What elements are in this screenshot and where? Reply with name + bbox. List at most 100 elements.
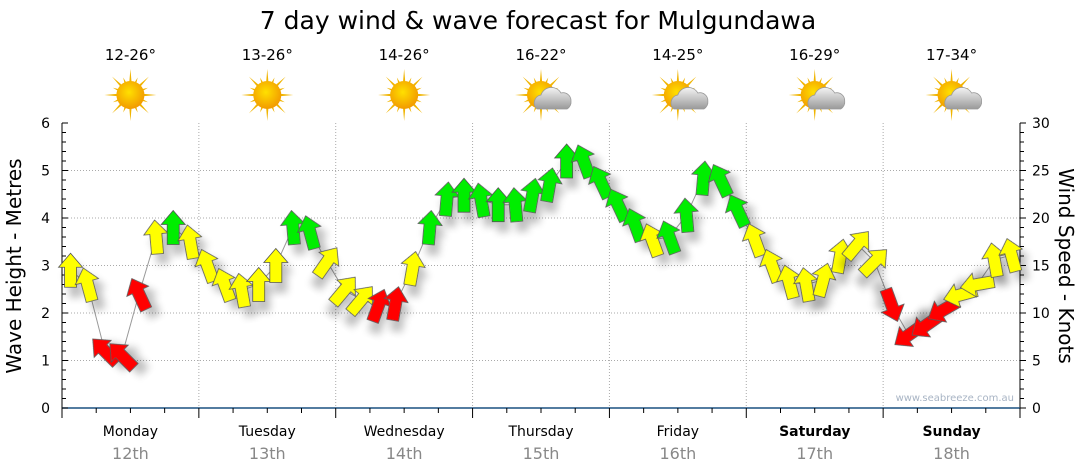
wind-arrow [194,248,220,285]
wind-arrow [724,194,751,229]
x-date-label: 14th [386,444,423,463]
x-date-label: 16th [659,444,696,463]
day-temperature: 12-26° [105,46,156,64]
sun-ray [265,105,269,121]
day-temperature: 16-29° [789,46,840,64]
wind-arrow [857,249,888,279]
wind-arrow [262,247,289,283]
cloud [807,87,846,110]
wind-arrow [74,267,100,303]
x-day-label: Tuesday [238,424,296,440]
wind-arrow [841,231,870,263]
wind-arrow [537,167,563,203]
chart-title: 7 day wind & wave forecast for Mulgundaw… [260,6,816,35]
wind-arrow [959,272,996,298]
y-left-tick-label: 3 [41,259,50,275]
wind-arrow [998,238,1024,274]
y-right-tick-label: 0 [1032,401,1041,417]
sun-ray [141,93,157,97]
cloud [533,87,572,110]
wind-arrow [228,272,254,309]
x-day-label: Wednesday [364,424,445,440]
wind-arrow [588,165,615,201]
y-right-tick-label: 10 [1032,306,1050,322]
wind-arrow [311,247,340,280]
sun-icon [241,69,294,121]
watermark: www.seabreeze.com.au [896,393,1014,404]
sun-ray [676,105,680,121]
wind-arrow [981,242,1007,279]
wind-arrow [400,251,426,287]
wind-arrow [879,286,905,322]
day-temperature: 14-25° [652,46,703,64]
partly-cloudy-icon [651,69,709,121]
wind-arrow [673,197,700,234]
wind-arrow [177,224,203,260]
x-day-label: Friday [657,424,699,440]
sun-ray [651,93,667,97]
sun-ray [925,93,941,97]
x-day-label: Monday [103,424,158,440]
sun-disc [253,81,282,109]
y-right-tick-label: 5 [1032,354,1041,370]
y-left-tick-label: 4 [41,211,50,227]
wind-arrow [92,338,122,368]
y-right-axis-label: Wind Speed - Knots [1054,168,1078,364]
x-date-label: 13th [249,444,286,463]
wind-arrow [109,343,139,373]
sun-ray [278,93,294,97]
wind-arrow [328,276,356,308]
sun-disc [116,81,145,109]
wind-arrow [296,215,322,251]
y-right-tick-label: 20 [1032,211,1050,227]
y-left-tick-label: 2 [41,306,50,322]
partly-cloudy-icon [788,69,846,121]
sun-ray [676,69,680,85]
day-temperature: 16-22° [515,46,566,64]
y-left-tick-label: 0 [41,401,50,417]
sun-ray [813,69,817,85]
y-right-tick-label: 25 [1032,164,1050,180]
y-left-axis-label: Wave Height - Metres [2,158,26,373]
wind-arrow [143,219,169,255]
sun-ray [539,105,543,121]
sun-ray [950,69,953,85]
wind-arrow [707,164,734,199]
y-left-tick-label: 6 [41,116,50,132]
sun-ray [104,93,120,97]
sun-ray [241,93,257,97]
day-temperature: 17-34° [926,46,977,64]
x-day-label: Saturday [779,424,850,440]
wind-arrow [417,209,443,246]
x-day-label: Sunday [922,424,980,440]
y-right-tick-label: 15 [1032,259,1050,275]
sun-ray [378,93,394,97]
sun-ray [402,105,406,121]
cloud [670,87,709,110]
wind-arrow [383,286,409,322]
x-date-label: 18th [933,444,970,463]
sun-ray [539,69,543,85]
wind-arrow [126,278,153,313]
sun-ray [515,93,531,97]
x-date-label: 15th [523,444,560,463]
y-right-tick-label: 30 [1032,116,1050,132]
wind-arrow [570,144,596,180]
wind-arrow [160,209,187,245]
wind-arrow [811,262,837,299]
wind-arrow [656,220,682,256]
wind-arrow [793,267,819,303]
wind-arrow [434,181,460,217]
sun-ray [950,105,953,121]
sun-ray [415,93,431,97]
sun-ray [813,105,817,121]
sun-ray [265,69,269,85]
x-date-label: 17th [796,444,833,463]
y-left-tick-label: 1 [41,354,50,370]
sun-ray [129,69,132,85]
sun-icon [104,69,157,121]
sun-ray [788,93,804,97]
wind-arrow [741,223,767,259]
wind-arrow [211,267,237,304]
